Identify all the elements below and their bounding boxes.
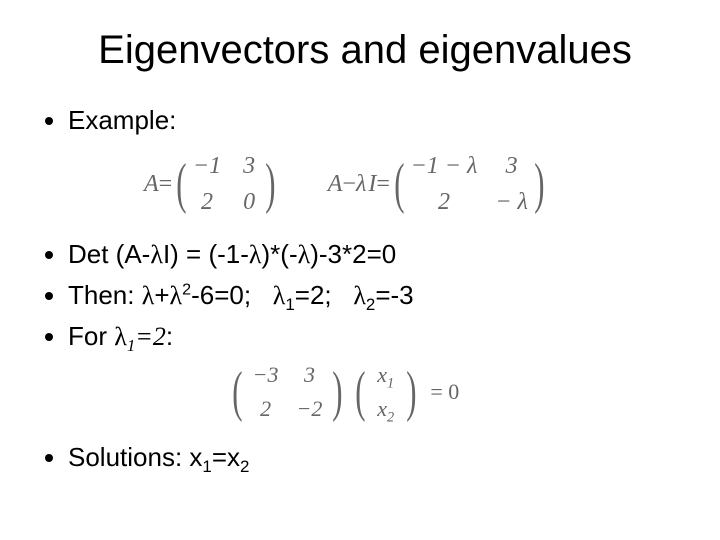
sol-sub1: 1 (202, 457, 211, 476)
matrix-eq-10: 2 (253, 394, 279, 424)
lambda-icon: λ (298, 240, 311, 269)
matrix-aminus-I: I (368, 168, 376, 200)
paren-left-icon: ( (394, 158, 404, 210)
lambda-icon: λ (170, 281, 183, 310)
matrix-a-10: 2 (193, 186, 221, 218)
det-pre: Det (A- (68, 239, 150, 269)
matrix-a-11: 0 (239, 186, 259, 218)
matrix-a-cells: −1 3 2 0 (191, 150, 261, 219)
paren-left-icon: ( (232, 366, 242, 418)
then-plus: + (154, 280, 169, 310)
bullet-list: Example: A = ( −1 3 2 0 ) A − λ I (50, 103, 680, 475)
lambda-icon: λ (142, 281, 155, 310)
lambda-icon: λ (249, 240, 262, 269)
paren-right-icon: ) (406, 366, 416, 418)
slide-title: Eigenvectors and eigenvalues (50, 28, 680, 73)
matrix-aminus-10: 2 (411, 186, 478, 218)
matrix-eq-11: −2 (297, 394, 323, 424)
matrix-aminus-var: A (328, 168, 343, 200)
vec-r1: x2 (376, 394, 396, 424)
paren-left-icon: ( (176, 158, 186, 210)
eq-zero: = 0 (430, 377, 459, 407)
matrix-a-00: −1 (193, 150, 221, 182)
matrix-a-var: A (144, 168, 159, 200)
for-colon: : (166, 321, 173, 351)
matrix-aminus-01: 3 (495, 150, 528, 182)
sol-sub2: 2 (240, 457, 249, 476)
matrix-eq-00: −3 (253, 360, 279, 390)
matrix-a-eq: = (159, 168, 173, 200)
then-eq2: =-3 (375, 280, 413, 310)
bullet-solutions: Solutions: x1=x2 (68, 440, 680, 475)
slide: Eigenvectors and eigenvalues Example: A … (0, 0, 720, 540)
vec-r0-x: x (377, 362, 387, 387)
matrix-aminus-minus: − (342, 168, 356, 200)
det-mid2: )*(- (262, 239, 298, 269)
bullet-then: Then: λ+λ2-6=0; λ1=2; λ2=-3 (68, 278, 680, 313)
then-sub2: 2 (366, 295, 375, 314)
paren-left-icon: ( (355, 366, 365, 418)
matrix-aminus-00: −1 − λ (411, 150, 478, 182)
matrix-a-minus-lambda: A − λ I = ( −1 − λ 3 2 − λ ) (328, 150, 549, 219)
vec-r0-sub: 1 (387, 376, 394, 392)
vec-r1-x: x (377, 396, 387, 421)
det-mid1: I) = (-1- (163, 239, 249, 269)
bullet-det: Det (A-λI) = (-1-λ)*(-λ)-3*2=0 (68, 237, 680, 272)
matrix-aminus-11: − λ (495, 186, 528, 218)
paren-right-icon: ) (534, 158, 544, 210)
for-pre: For (68, 321, 114, 351)
matrix-a: A = ( −1 3 2 0 ) (144, 150, 280, 219)
then-sub1: 1 (285, 295, 294, 314)
vec-r0: x1 (376, 360, 396, 390)
lambda-icon: λ (114, 322, 127, 351)
matrix-aminus-eq: = (376, 168, 390, 200)
matrix-eq-v: x1 x2 (374, 360, 398, 423)
det-end: )-3*2=0 (310, 239, 396, 269)
matrix-a-01: 3 (239, 150, 259, 182)
paren-right-icon: ) (265, 158, 275, 210)
then-mid: -6=0; (191, 280, 273, 310)
bullet-for: For λ1=2: (68, 319, 680, 354)
for-eq: =2 (135, 322, 166, 351)
bullet-example-text: Example: (68, 105, 176, 135)
matrix-equation-row: ( −3 3 2 −2 ) ( x1 x2 ) = 0 (228, 360, 680, 423)
matrix-aminus-lambda: λ (356, 168, 366, 200)
bullet-example: Example: (68, 103, 680, 138)
paren-right-icon: ) (333, 366, 343, 418)
matrix-definition-row: A = ( −1 3 2 0 ) A − λ I = ( − (144, 150, 680, 219)
lambda-icon: λ (353, 281, 366, 310)
matrix-eq-M: −3 3 2 −2 (251, 360, 325, 423)
then-eq1: =2; (295, 280, 354, 310)
sol-eq: =x (212, 442, 240, 472)
then-pre: Then: (68, 280, 142, 310)
vec-r1-sub: 2 (387, 409, 394, 425)
sol-pre: Solutions: x (68, 442, 202, 472)
matrix-aminus-cells: −1 − λ 3 2 − λ (409, 150, 530, 219)
lambda-icon: λ (273, 281, 286, 310)
then-sq: 2 (182, 280, 191, 298)
matrix-eq-01: 3 (297, 360, 323, 390)
lambda-icon: λ (150, 240, 163, 269)
